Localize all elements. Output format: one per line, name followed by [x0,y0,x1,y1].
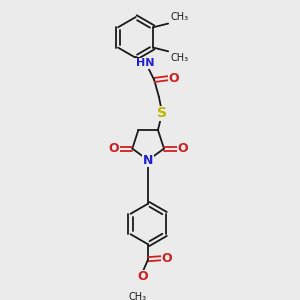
Text: S: S [157,106,166,120]
Text: HN: HN [136,58,154,68]
Text: O: O [177,142,188,155]
Text: O: O [137,270,148,283]
Text: O: O [161,252,172,265]
Text: N: N [143,154,153,166]
Text: CH₃: CH₃ [170,53,188,63]
Text: O: O [168,72,179,85]
Text: O: O [109,142,119,155]
Text: CH₃: CH₃ [129,292,147,300]
Text: CH₃: CH₃ [170,12,188,22]
